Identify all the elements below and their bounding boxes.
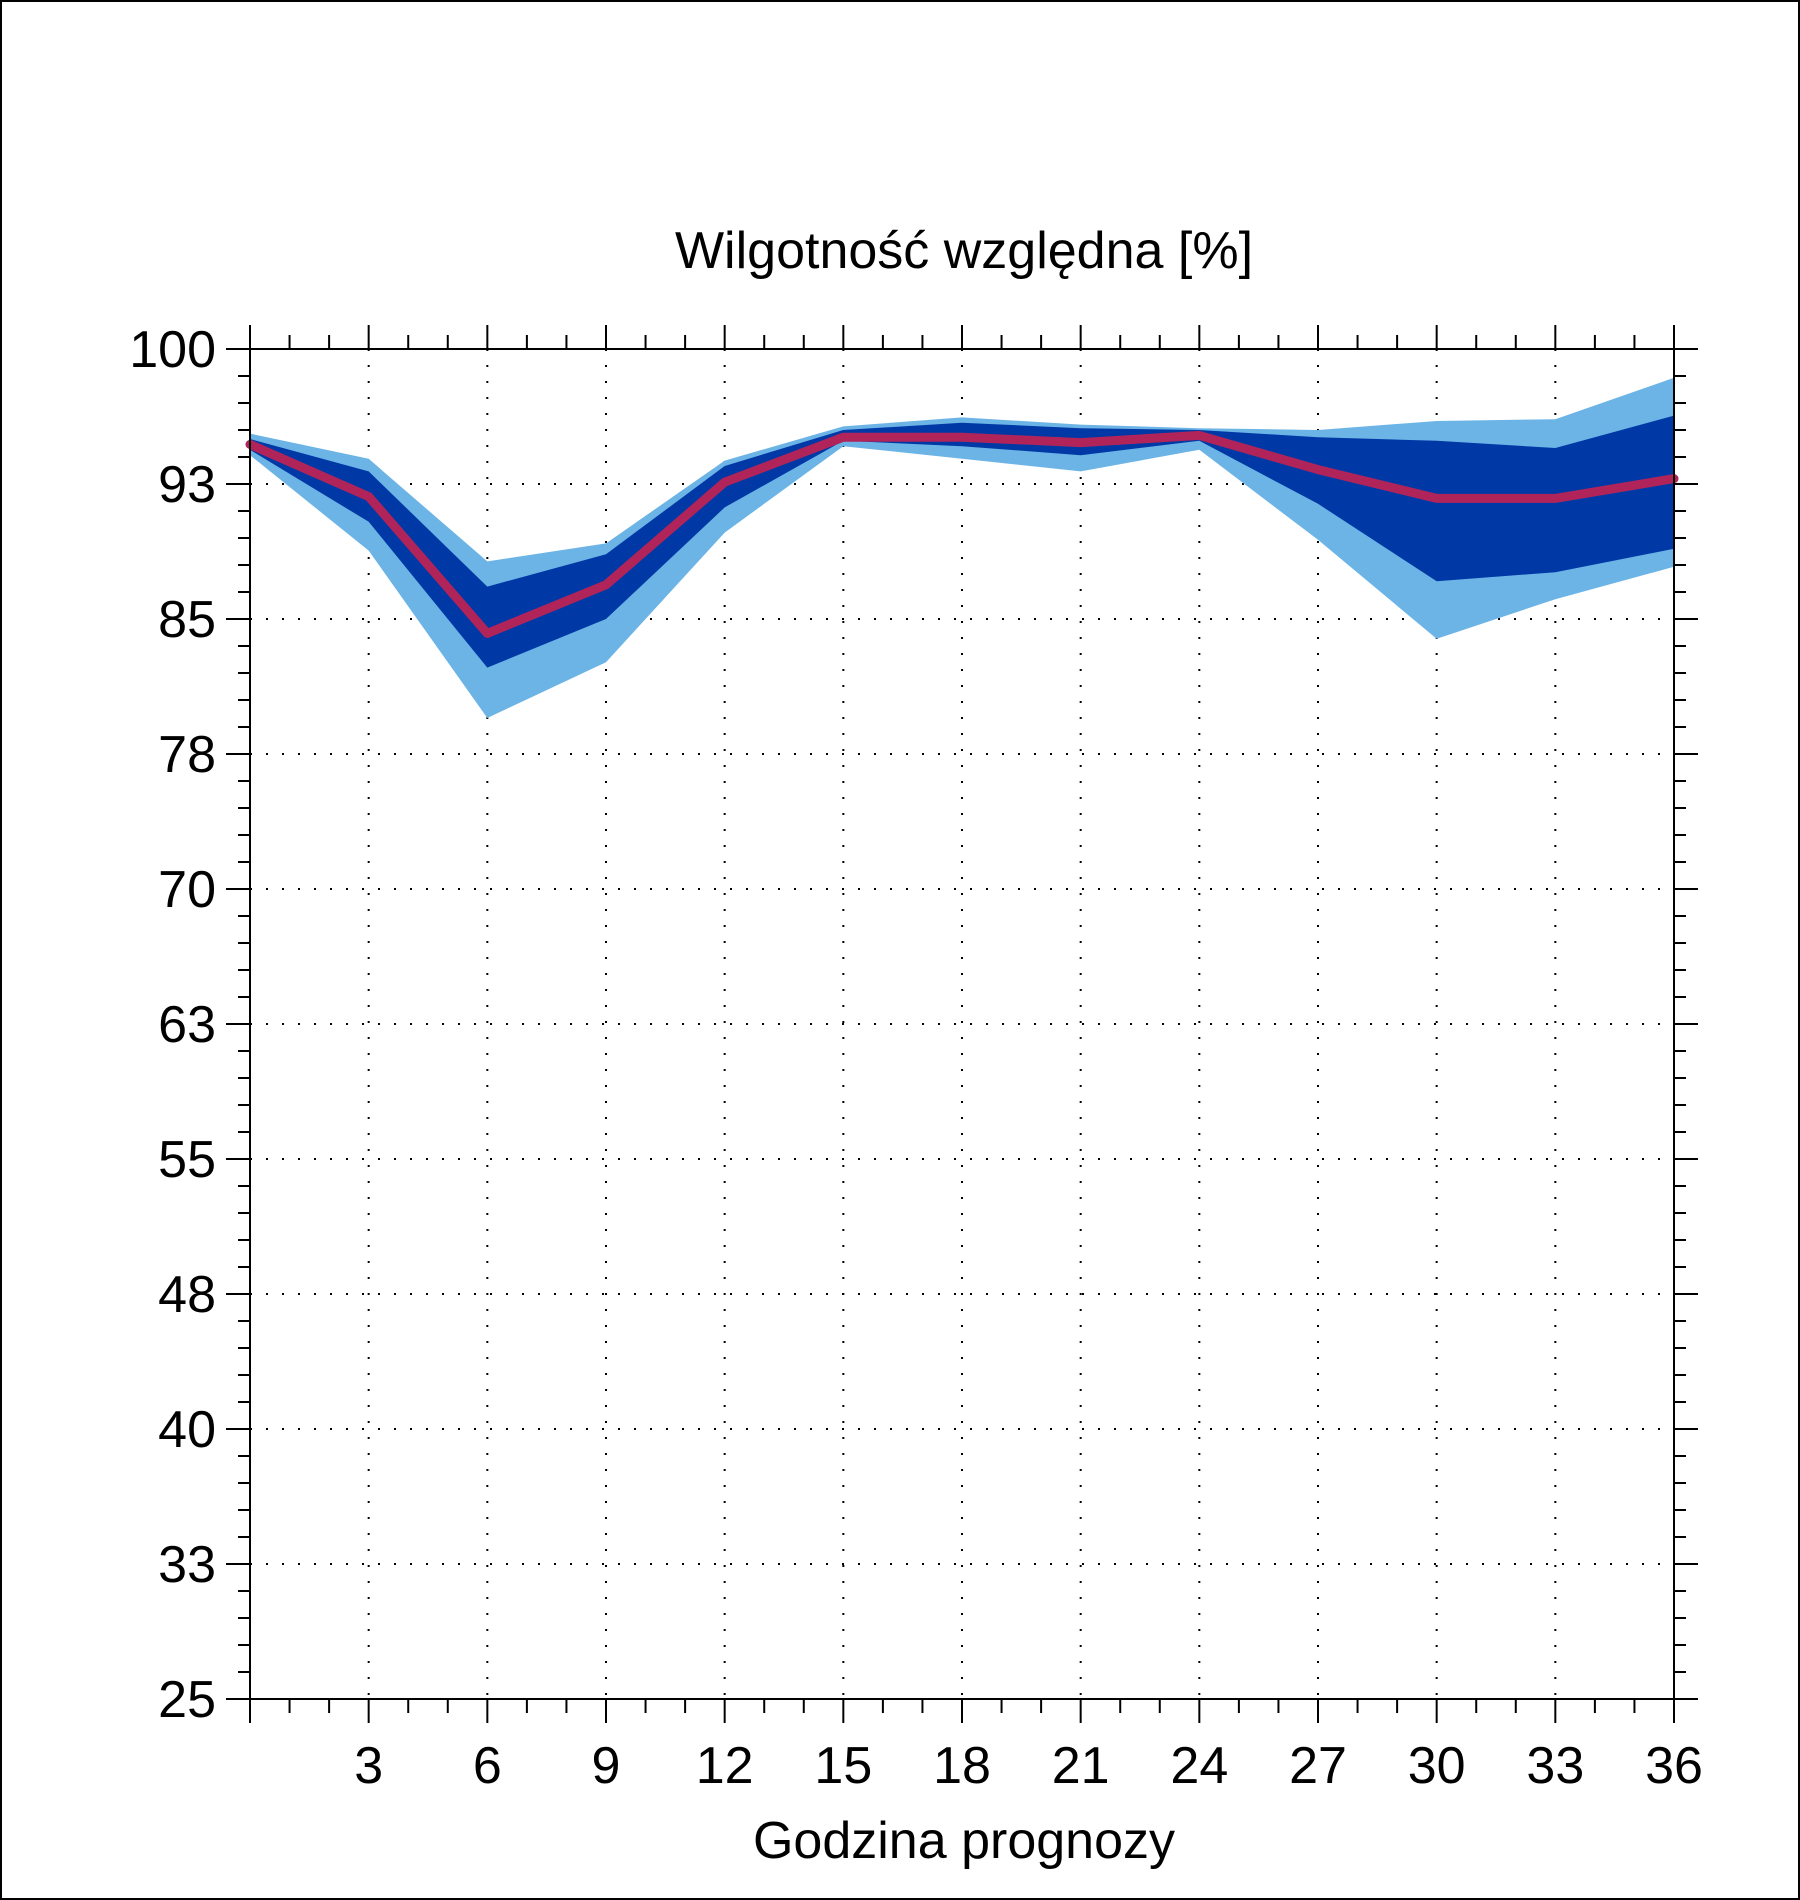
y-tick-label: 25 [158,1671,216,1729]
inner-band [250,415,1674,668]
ticks-layer [226,325,1698,1723]
y-tick-label: 93 [158,456,216,514]
x-tick-label: 30 [1408,1737,1466,1795]
x-axis-label: Godzina prognozy [753,1812,1175,1870]
median-point [365,493,372,500]
y-tick-label: 100 [129,321,216,379]
y-tick-label: 40 [158,1401,216,1459]
median-point [959,434,965,441]
x-tick-label: 33 [1526,1737,1584,1795]
median-point [1433,495,1440,502]
x-tick-label: 12 [696,1737,754,1795]
y-tick-label: 70 [158,861,216,919]
median-point [1196,432,1203,439]
y-tick-label: 48 [158,1266,216,1324]
x-tick-label: 3 [354,1737,383,1795]
chart-title: Wilgotność względna [%] [675,222,1253,280]
x-tick-label: 15 [814,1737,872,1795]
series-layer [245,430,1679,638]
median-point [721,479,728,486]
x-tick-label: 6 [473,1737,502,1795]
median-point [1552,495,1559,502]
y-tick-label: 85 [158,591,216,649]
x-tick-label: 21 [1052,1737,1110,1795]
median-point [840,434,847,441]
x-tick-label: 18 [933,1737,991,1795]
y-tick-label: 33 [158,1536,216,1594]
median-point [1315,466,1321,473]
x-tick-label: 36 [1645,1737,1703,1795]
median-point [603,581,609,588]
y-tick-label: 55 [158,1131,216,1189]
x-tick-label: 24 [1170,1737,1228,1795]
x-tick-label: 27 [1289,1737,1347,1795]
median-point [484,630,491,637]
x-tick-label: 9 [592,1737,621,1795]
median-point [1077,439,1084,446]
y-tick-label: 78 [158,726,216,784]
y-tick-label: 63 [158,996,216,1054]
bands-layer [250,377,1674,718]
